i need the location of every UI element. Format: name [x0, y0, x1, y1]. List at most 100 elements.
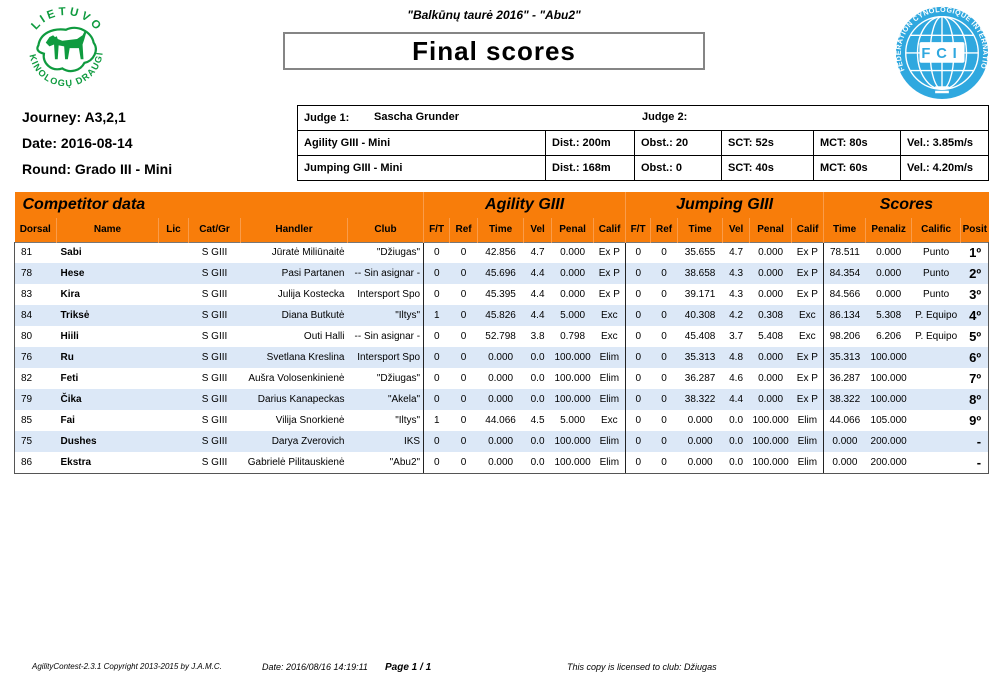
result-cell: Exc	[600, 415, 618, 426]
result-cell: 100.000	[870, 373, 907, 384]
round-info-block: Journey: A3,2,1 Date: 2016-08-14 Round: …	[22, 104, 172, 182]
result-cell: 0	[625, 263, 651, 284]
group-competitor-data: Competitor data	[14, 192, 425, 218]
result-cell: 0	[661, 373, 667, 384]
result-cell: 3.8	[530, 331, 545, 342]
result-cell: S GIII	[188, 452, 241, 474]
result-cell: S GIII	[201, 436, 228, 447]
result-cell: 4.8	[729, 352, 744, 363]
result-cell	[159, 305, 189, 326]
result-cell: 86	[14, 452, 57, 474]
footer-page-number: Page 1 / 1	[385, 662, 432, 673]
judge-round-cell: Obst.: 20	[634, 130, 722, 156]
result-cell: -- Sin asignar -	[354, 268, 421, 279]
round-info: Round: Grado III - Mini	[22, 161, 173, 177]
result-cell: 0	[460, 289, 467, 300]
result-cell: Ex P	[598, 289, 620, 300]
result-cell: 45.408	[684, 331, 716, 342]
result-cell: 35.313	[684, 352, 716, 363]
result-cell: 0	[661, 310, 667, 321]
result-cell: 75	[14, 431, 57, 452]
column-header: Club	[347, 218, 425, 242]
column-header: Dorsal	[14, 218, 57, 242]
result-cell: S GIII	[201, 289, 228, 300]
footer-copyright: AgilityContest-2.3.1 Copyright 2013-2015…	[32, 662, 222, 671]
result-cell: 98.206	[823, 326, 866, 347]
result-cell: 8º	[960, 389, 990, 410]
group-jumping: Jumping GIII	[625, 192, 825, 218]
result-cell: 100.000	[749, 452, 792, 474]
result-cell: 0	[625, 389, 651, 410]
result-cell: "Džiugas"	[376, 373, 421, 384]
result-cell: Hiili	[60, 331, 79, 342]
judge-row: Judge 1: Sascha Grunder Judge 2:	[296, 105, 990, 131]
result-cell: 0	[650, 452, 678, 474]
result-cell: 0.0	[530, 394, 545, 405]
result-cell: -	[960, 452, 990, 474]
column-header: Calif	[593, 218, 627, 242]
result-cell: 200.000	[870, 436, 907, 447]
result-cell: 86.134	[823, 305, 866, 326]
result-cell: 3.7	[729, 331, 744, 342]
result-cell: 100.000	[752, 415, 789, 426]
judge1-name: Sascha Grunder	[374, 111, 459, 123]
result-cell: 0	[423, 326, 450, 347]
column-header: Cat/Gr	[188, 218, 241, 242]
result-cell: 0.798	[560, 331, 586, 342]
result-cell: Vilija Snorkienė	[275, 415, 345, 426]
result-cell: 84	[14, 305, 57, 326]
judge-round-row: Jumping GIII - Mini Dist.: 168m Obst.: 0 SC…	[297, 155, 990, 181]
result-cell: 0.000	[876, 289, 902, 300]
result-cell: Diana Butkutė	[281, 310, 345, 321]
result-cell: 0.0	[729, 415, 744, 426]
column-header: Ref	[449, 218, 479, 242]
result-cell: 0	[650, 241, 678, 263]
result-cell: 0	[423, 431, 450, 452]
column-header: Time	[477, 218, 525, 242]
judge-round-cell: SCT: 40s	[721, 155, 814, 181]
column-header: Vel	[523, 218, 553, 242]
result-cell: 0.000	[488, 394, 514, 405]
result-cell: 0	[460, 436, 467, 447]
result-cell: 84.566	[823, 284, 866, 305]
result-cell: 4.4	[530, 310, 545, 321]
result-cell: 35.655	[677, 241, 723, 263]
result-cell: 45.395	[485, 289, 516, 300]
result-cell: 0	[661, 415, 667, 426]
result-cell: Elim	[593, 452, 626, 474]
result-cell: 0	[460, 310, 467, 321]
result-cell: 0.000	[749, 241, 792, 263]
result-cell	[159, 389, 189, 410]
result-cell: Hese	[60, 268, 85, 279]
result-cell: Ex P	[796, 373, 818, 384]
column-header: Posit	[960, 218, 989, 242]
result-cell: Intersport Spo	[357, 352, 421, 363]
result-cell: 0	[423, 452, 450, 474]
result-cell: Punto	[911, 241, 961, 263]
group-scores: Scores	[823, 192, 989, 218]
result-cell: "Iltys"	[395, 310, 421, 321]
report-title: Final scores	[412, 35, 576, 66]
column-header: Calif	[791, 218, 825, 242]
result-cell: Intersport Spo	[357, 289, 421, 300]
result-cell: 100.000	[554, 436, 591, 447]
result-row: 83 Kira S GIII Julija Kostecka Intersport Sp…	[14, 284, 990, 305]
result-cell: Elim	[599, 352, 620, 363]
result-cell	[158, 241, 189, 263]
column-header: Lic	[158, 218, 189, 242]
result-cell: Ex P	[593, 241, 626, 263]
result-cell: S GIII	[201, 352, 228, 363]
result-cell: 0	[449, 452, 478, 474]
result-row: 80 Hiili S GIII Outi Halli -- Sin asignar -0…	[14, 326, 990, 347]
result-cell: 0.000	[823, 431, 866, 452]
result-cell: 44.066	[823, 410, 866, 431]
result-cell: 6º	[960, 347, 990, 368]
result-cell: Dushes	[60, 436, 97, 447]
result-row: 81 Sabi S GIII Jūratė Miliūnaitė "Džiugas" 0 0…	[14, 241, 990, 263]
result-cell: 0	[661, 436, 667, 447]
result-cell: 0	[625, 284, 651, 305]
result-cell	[912, 347, 961, 368]
judge-table: Judge 1: Sascha Grunder Judge 2: Agility…	[296, 105, 990, 181]
result-cell: 83	[14, 284, 57, 305]
result-cell: 0	[661, 268, 667, 279]
